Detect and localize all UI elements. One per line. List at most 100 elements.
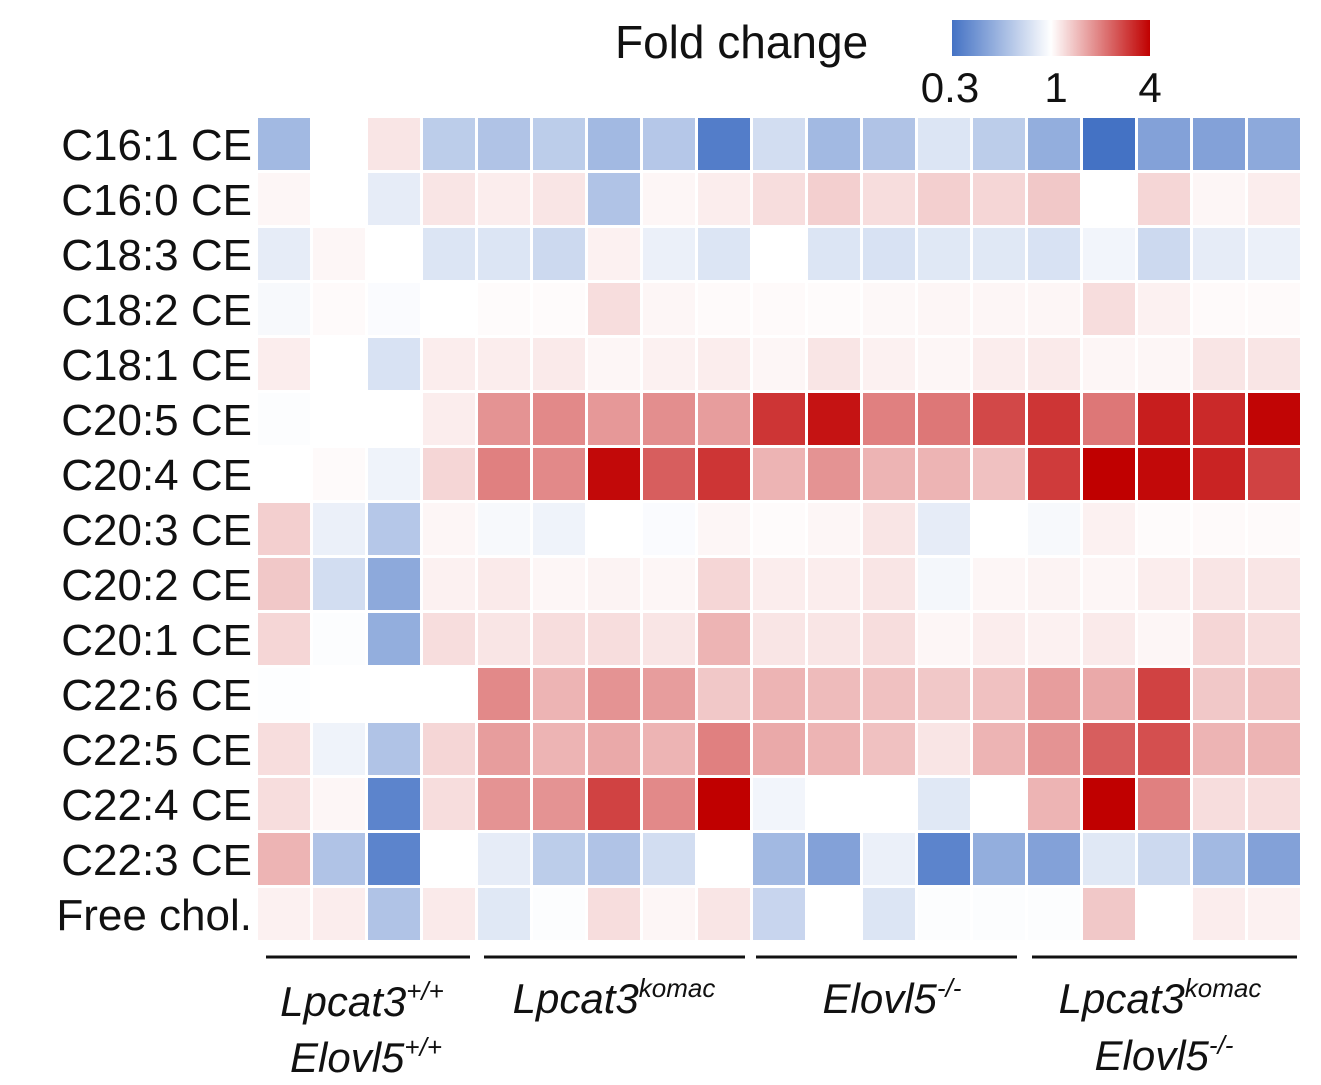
heatmap-cell-r11-c9 — [698, 668, 750, 720]
heatmap-cell-r10-c3 — [368, 613, 420, 665]
heatmap-cell-r10-c16 — [1083, 613, 1135, 665]
heatmap-cell-r7-c3 — [368, 448, 420, 500]
heatmap-cell-r15-c8 — [643, 888, 695, 940]
heatmap-cell-r7-c11 — [808, 448, 860, 500]
heatmap-cell-r7-c14 — [973, 448, 1025, 500]
heatmap-cell-r9-c16 — [1083, 558, 1135, 610]
heatmap-cell-r13-c12 — [863, 778, 915, 830]
heatmap-cell-r15-c14 — [973, 888, 1025, 940]
heatmap-cell-r15-c1 — [258, 888, 310, 940]
heatmap-cell-r14-c18 — [1193, 833, 1245, 885]
heatmap-cell-r3-c15 — [1028, 228, 1080, 280]
heatmap-cell-r9-c11 — [808, 558, 860, 610]
heatmap-cell-r4-c12 — [863, 283, 915, 335]
heatmap-cell-r4-c14 — [973, 283, 1025, 335]
heatmap-cell-r13-c15 — [1028, 778, 1080, 830]
heatmap-cell-r11-c19 — [1248, 668, 1300, 720]
heatmap-cell-r15-c6 — [533, 888, 585, 940]
heatmap-cell-r4-c8 — [643, 283, 695, 335]
heatmap-cell-r2-c5 — [478, 173, 530, 225]
heatmap-cell-r8-c10 — [753, 503, 805, 555]
heatmap-cell-r10-c5 — [478, 613, 530, 665]
heatmap-cell-r1-c8 — [643, 118, 695, 170]
heatmap-cell-r9-c2 — [313, 558, 365, 610]
heatmap-cell-r5-c18 — [1193, 338, 1245, 390]
heatmap-cell-r11-c10 — [753, 668, 805, 720]
heatmap-cell-r7-c18 — [1193, 448, 1245, 500]
heatmap-cell-r9-c5 — [478, 558, 530, 610]
heatmap-cell-r10-c11 — [808, 613, 860, 665]
heatmap-cell-r12-c4 — [423, 723, 475, 775]
heatmap-cell-r13-c13 — [918, 778, 970, 830]
heatmap-cell-r9-c12 — [863, 558, 915, 610]
heatmap-cell-r2-c14 — [973, 173, 1025, 225]
heatmap-cell-r6-c16 — [1083, 393, 1135, 445]
heatmap-cell-r14-c6 — [533, 833, 585, 885]
heatmap-cell-r14-c11 — [808, 833, 860, 885]
heatmap-cell-r14-c4 — [423, 833, 475, 885]
heatmap-cell-r1-c4 — [423, 118, 475, 170]
heatmap-cell-r5-c5 — [478, 338, 530, 390]
heatmap-cell-r14-c14 — [973, 833, 1025, 885]
heatmap-cell-r4-c7 — [588, 283, 640, 335]
group-label-4-line2: Elovl5-/- — [1095, 1030, 1234, 1079]
heatmap-cell-r15-c3 — [368, 888, 420, 940]
heatmap-cell-r10-c9 — [698, 613, 750, 665]
heatmap-cell-r9-c10 — [753, 558, 805, 610]
heatmap-cell-r8-c2 — [313, 503, 365, 555]
heatmap-cell-r6-c6 — [533, 393, 585, 445]
heatmap-cell-r15-c2 — [313, 888, 365, 940]
row-label-15: Free chol. — [56, 891, 252, 940]
heatmap-cell-r7-c6 — [533, 448, 585, 500]
heatmap-cell-r12-c19 — [1248, 723, 1300, 775]
heatmap-cell-r8-c15 — [1028, 503, 1080, 555]
heatmap-cell-r2-c15 — [1028, 173, 1080, 225]
heatmap-cell-r15-c7 — [588, 888, 640, 940]
heatmap-cell-r3-c3 — [368, 228, 420, 280]
heatmap-cell-r13-c4 — [423, 778, 475, 830]
row-label-10: C20:1 CE — [61, 616, 252, 665]
heatmap-cell-r12-c7 — [588, 723, 640, 775]
legend-color-bar — [952, 20, 1150, 56]
heatmap-cell-r9-c17 — [1138, 558, 1190, 610]
heatmap-cell-r6-c13 — [918, 393, 970, 445]
heatmap-cell-r13-c2 — [313, 778, 365, 830]
heatmap-cell-r2-c3 — [368, 173, 420, 225]
row-label-11: C22:6 CE — [61, 671, 252, 720]
group-1-gene: Lpcat3 — [280, 978, 406, 1025]
heatmap-cell-r7-c9 — [698, 448, 750, 500]
heatmap-cell-r2-c12 — [863, 173, 915, 225]
heatmap-cell-r3-c9 — [698, 228, 750, 280]
heatmap-cell-r12-c13 — [918, 723, 970, 775]
heatmap-cell-r9-c19 — [1248, 558, 1300, 610]
heatmap-cell-r8-c13 — [918, 503, 970, 555]
heatmap-cell-r1-c18 — [1193, 118, 1245, 170]
heatmap-cell-r12-c12 — [863, 723, 915, 775]
heatmap-cell-r4-c1 — [258, 283, 310, 335]
heatmap-cell-r9-c18 — [1193, 558, 1245, 610]
heatmap-cell-r1-c17 — [1138, 118, 1190, 170]
heatmap-cell-r4-c11 — [808, 283, 860, 335]
heatmap-cell-r13-c14 — [973, 778, 1025, 830]
row-labels: C16:1 CE C16:0 CE C18:3 CE C18:2 CE C18:1 CE… — [56, 121, 252, 940]
heatmap-cell-r3-c17 — [1138, 228, 1190, 280]
heatmap-cell-r3-c4 — [423, 228, 475, 280]
heatmap-cell-r4-c3 — [368, 283, 420, 335]
heatmap-cell-r10-c13 — [918, 613, 970, 665]
heatmap-cell-r14-c9 — [698, 833, 750, 885]
heatmap-cell-r6-c17 — [1138, 393, 1190, 445]
heatmap-cell-r5-c8 — [643, 338, 695, 390]
heatmap-cell-r8-c3 — [368, 503, 420, 555]
row-label-6: C20:5 CE — [61, 396, 252, 445]
heatmap-cell-r3-c14 — [973, 228, 1025, 280]
heatmap-cell-r4-c4 — [423, 283, 475, 335]
heatmap-cell-r4-c10 — [753, 283, 805, 335]
heatmap-cell-r11-c14 — [973, 668, 1025, 720]
heatmap-cell-r15-c18 — [1193, 888, 1245, 940]
heatmap-cell-r6-c18 — [1193, 393, 1245, 445]
row-label-7: C20:4 CE — [61, 451, 252, 500]
heatmap-cell-r15-c17 — [1138, 888, 1190, 940]
row-label-13: C22:4 CE — [61, 781, 252, 830]
heatmap-cell-r11-c5 — [478, 668, 530, 720]
heatmap-cell-r1-c15 — [1028, 118, 1080, 170]
